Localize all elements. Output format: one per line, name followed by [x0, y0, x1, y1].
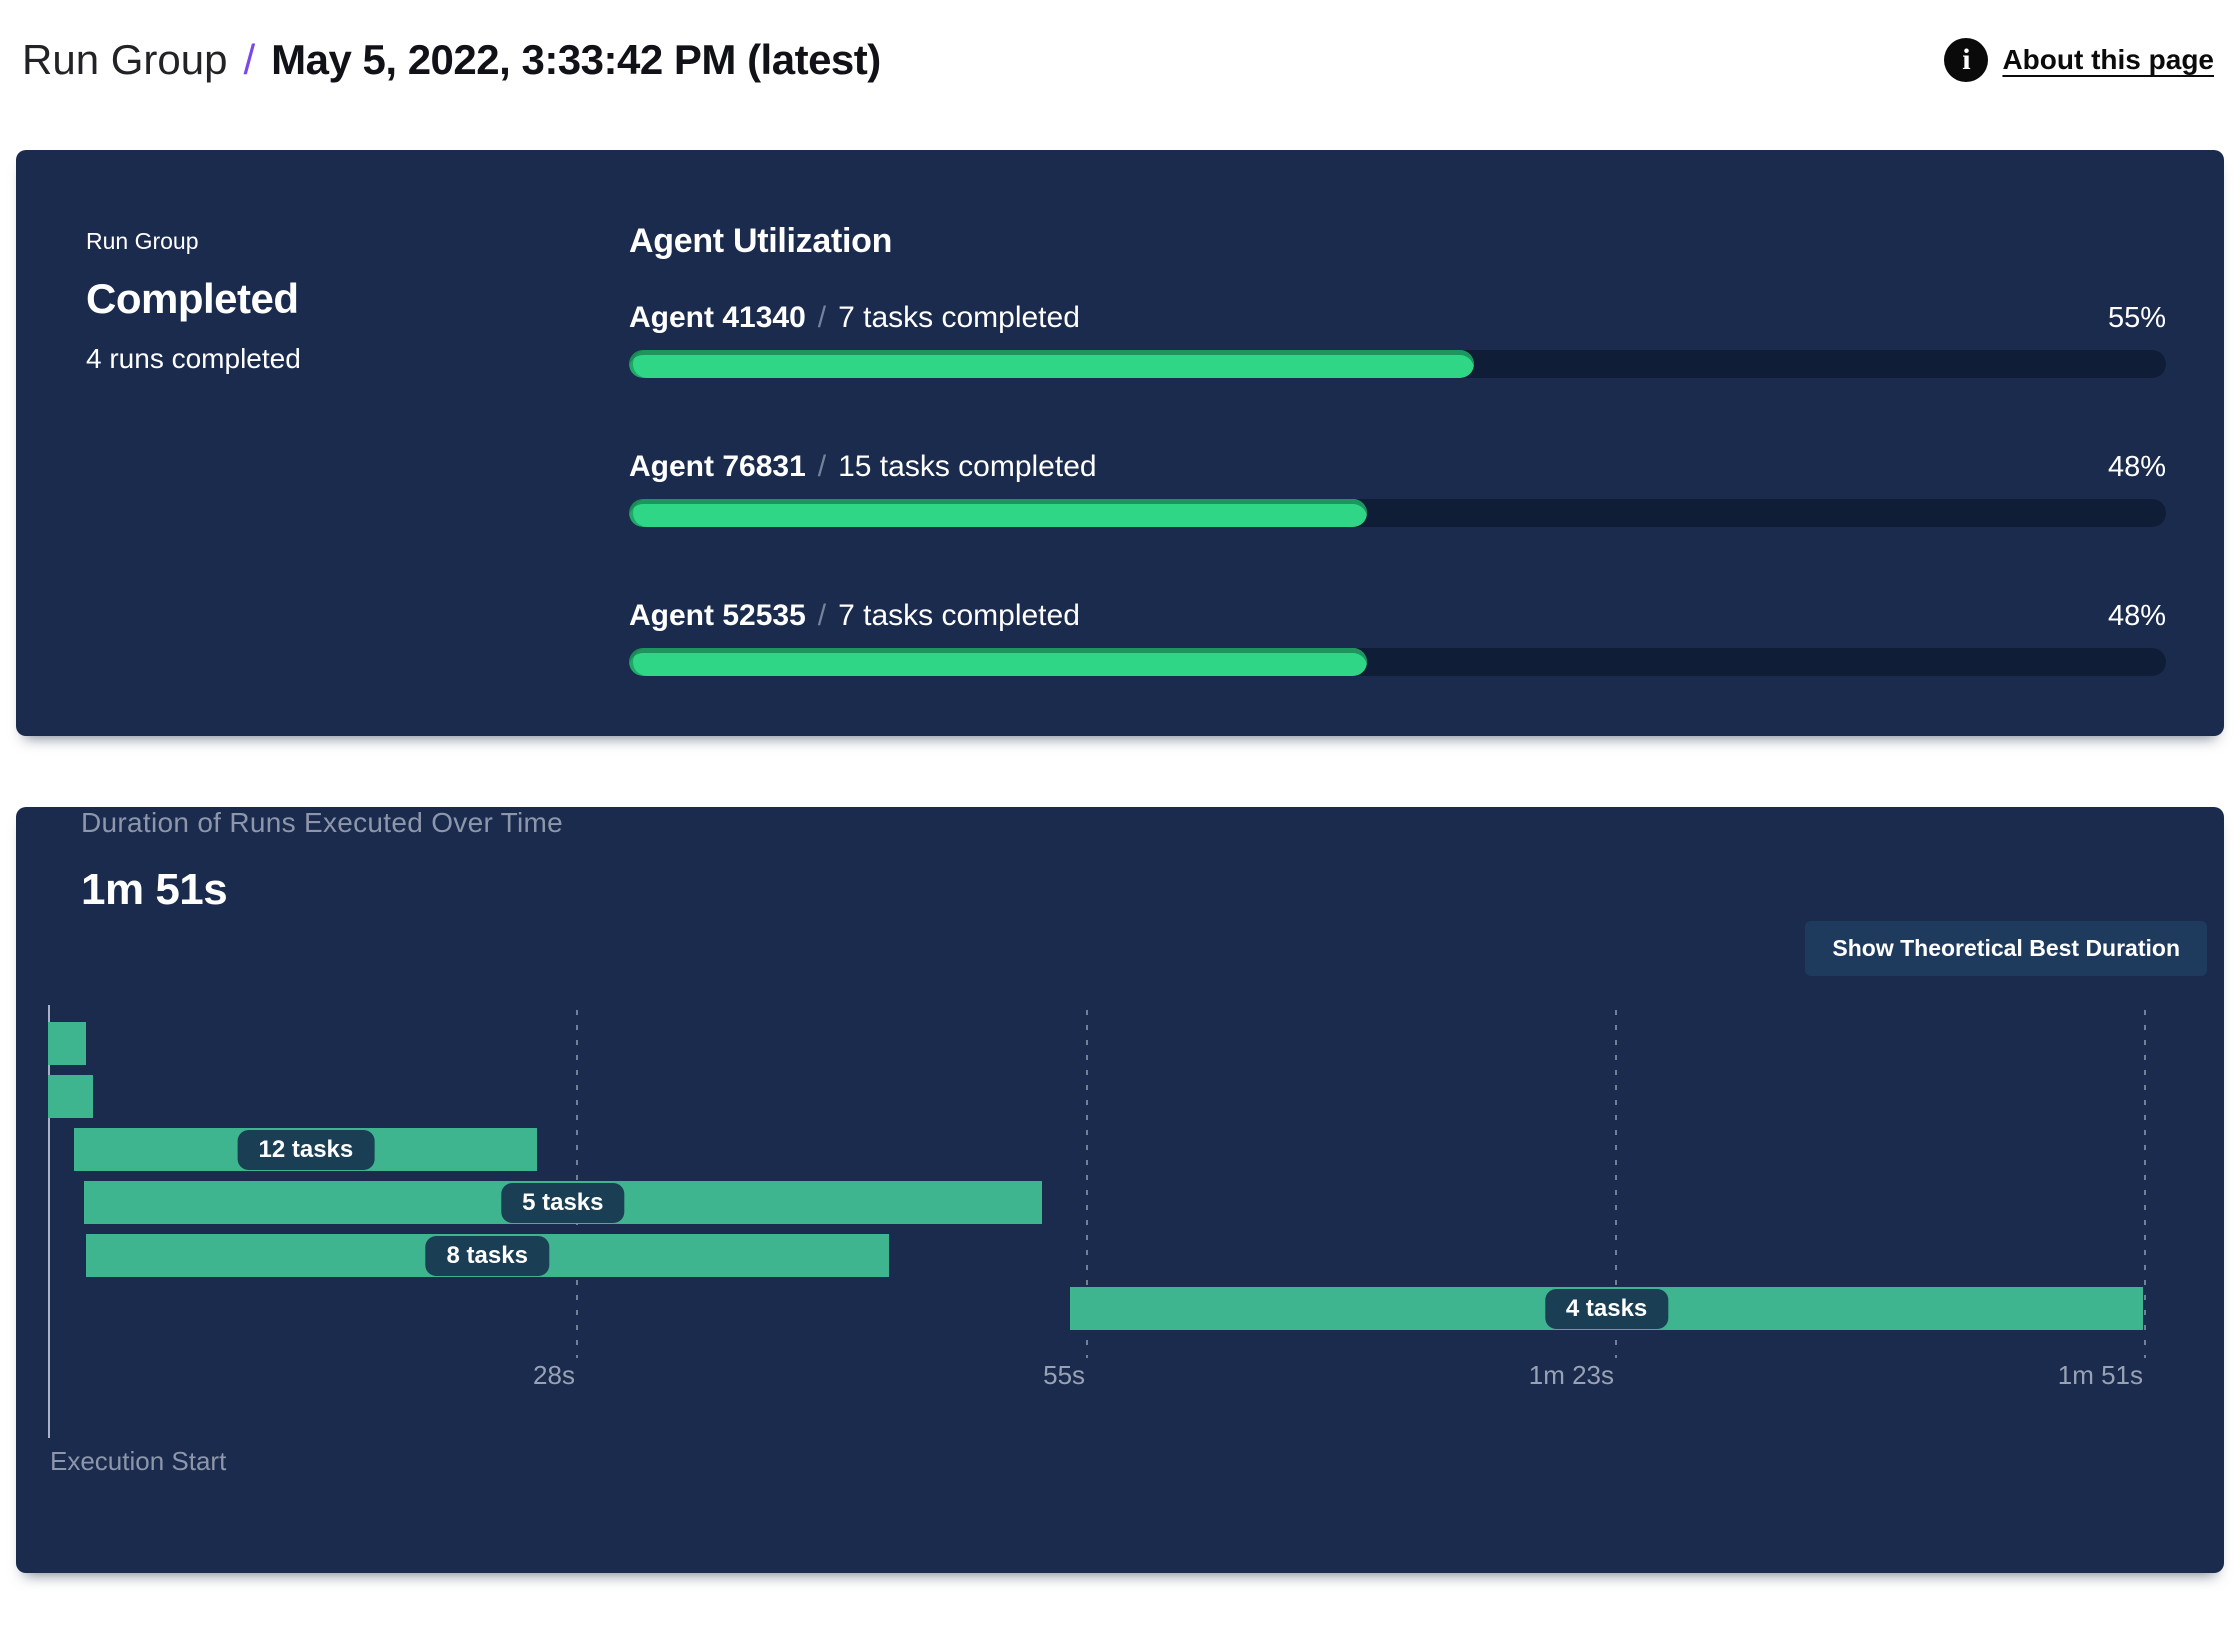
gantt-row: 4 tasks: [48, 1287, 2145, 1330]
gantt-row: [48, 1022, 2145, 1065]
status-badge: Completed: [86, 275, 299, 322]
task-count-badge: 5 tasks: [501, 1182, 625, 1223]
run-group-status-panel: Run Group Completed 4 runs completed Age…: [16, 150, 2224, 736]
agent-tasks-completed: 15 tasks completed: [838, 450, 1097, 483]
agent-separator: /: [817, 599, 827, 632]
agent-utilization-section: Agent Utilization Agent 41340 / 7 tasks …: [629, 222, 2166, 736]
task-count-badge: 8 tasks: [425, 1235, 549, 1276]
gantt-rows: 12 tasks 5 tasks 8 tasks 4 tasks: [48, 1008, 2145, 1330]
run-group-label: Run Group: [86, 228, 199, 254]
run-duration-bar[interactable]: 12 tasks: [74, 1128, 538, 1171]
task-count-badge: 4 tasks: [1544, 1288, 1669, 1329]
agent-separator: /: [817, 450, 827, 483]
duration-chart-title: Duration of Runs Executed Over Time: [81, 807, 564, 838]
agent-row: Agent 52535 / 7 tasks completed 48%: [629, 599, 2166, 676]
utilization-bar-track: [629, 499, 2166, 527]
agent-separator: /: [817, 301, 827, 334]
run-duration-bar[interactable]: [48, 1075, 94, 1118]
utilization-bar-fill: [629, 350, 1475, 378]
utilization-bar-fill: [629, 499, 1367, 527]
execution-start-label: Execution Start: [50, 1446, 227, 1476]
agent-utilization-title: Agent Utilization: [629, 222, 893, 260]
breadcrumb-run-group-link[interactable]: Run Group: [22, 36, 228, 83]
axis-tick-label: 55s: [1043, 1360, 1086, 1390]
run-duration-bar[interactable]: 8 tasks: [85, 1234, 889, 1277]
agent-utilization-percent: 55%: [2107, 302, 2166, 334]
gantt-row: 12 tasks: [48, 1128, 2145, 1171]
agent-utilization-rows: Agent 41340 / 7 tasks completed 55% Agen…: [629, 301, 2166, 676]
axis-tick-label: 1m 51s: [2057, 1360, 2143, 1390]
info-icon[interactable]: i: [1944, 38, 1989, 82]
gridline-1m-23s: [1615, 1010, 1618, 1358]
gridline-1m-51s: [2144, 1010, 2146, 1358]
page-title: May 5, 2022, 3:33:42 PM (latest): [271, 36, 881, 83]
utilization-bar-track: [629, 648, 2166, 676]
gantt-chart: 12 tasks 5 tasks 8 tasks 4 tasks Execution …: [48, 1005, 2146, 1476]
duration-panel: Duration of Runs Executed Over Time 1m 5…: [16, 807, 2224, 1573]
axis-tick-label: 1m 23s: [1528, 1360, 1615, 1390]
agent-row: Agent 41340 / 7 tasks completed 55%: [629, 301, 2166, 378]
run-group-summary: Run Group Completed 4 runs completed: [86, 222, 629, 736]
gantt-row: 8 tasks: [48, 1234, 2145, 1277]
about-link-label: About this page: [2002, 44, 2214, 75]
agent-name: Agent 76831: [629, 450, 806, 483]
task-count-badge: 12 tasks: [237, 1129, 375, 1170]
agent-tasks-completed: 7 tasks completed: [838, 599, 1080, 632]
about-this-page-link[interactable]: i About this page: [1944, 38, 2214, 82]
breadcrumb-separator: /: [243, 36, 256, 83]
agent-name: Agent 52535: [629, 599, 806, 632]
execution-start-axis-line: [48, 1005, 50, 1438]
agent-tasks-completed: 7 tasks completed: [838, 301, 1080, 334]
gantt-row: 5 tasks: [48, 1181, 2145, 1224]
show-theoretical-best-duration-button[interactable]: Show Theoretical Best Duration: [1805, 921, 2207, 976]
agent-name: Agent 41340: [629, 301, 806, 334]
gantt-row: [48, 1075, 2145, 1118]
run-duration-bar[interactable]: [48, 1022, 86, 1065]
breadcrumb: Run Group / May 5, 2022, 3:33:42 PM (lat…: [22, 36, 881, 84]
axis-tick-label: 28s: [533, 1360, 575, 1390]
runs-completed-count: 4 runs completed: [86, 343, 301, 374]
agent-utilization-percent: 48%: [2107, 451, 2166, 483]
utilization-bar-fill: [629, 648, 1367, 676]
utilization-bar-track: [629, 350, 2166, 378]
gridline-55s: [1086, 1010, 1089, 1358]
run-duration-bar[interactable]: 4 tasks: [1070, 1287, 2144, 1330]
agent-row: Agent 76831 / 15 tasks completed 48%: [629, 450, 2166, 527]
agent-utilization-percent: 48%: [2107, 600, 2166, 632]
total-duration-value: 1m 51s: [81, 865, 228, 914]
page-header: Run Group / May 5, 2022, 3:33:42 PM (lat…: [0, 0, 2240, 96]
run-duration-bar[interactable]: 5 tasks: [83, 1181, 1042, 1224]
